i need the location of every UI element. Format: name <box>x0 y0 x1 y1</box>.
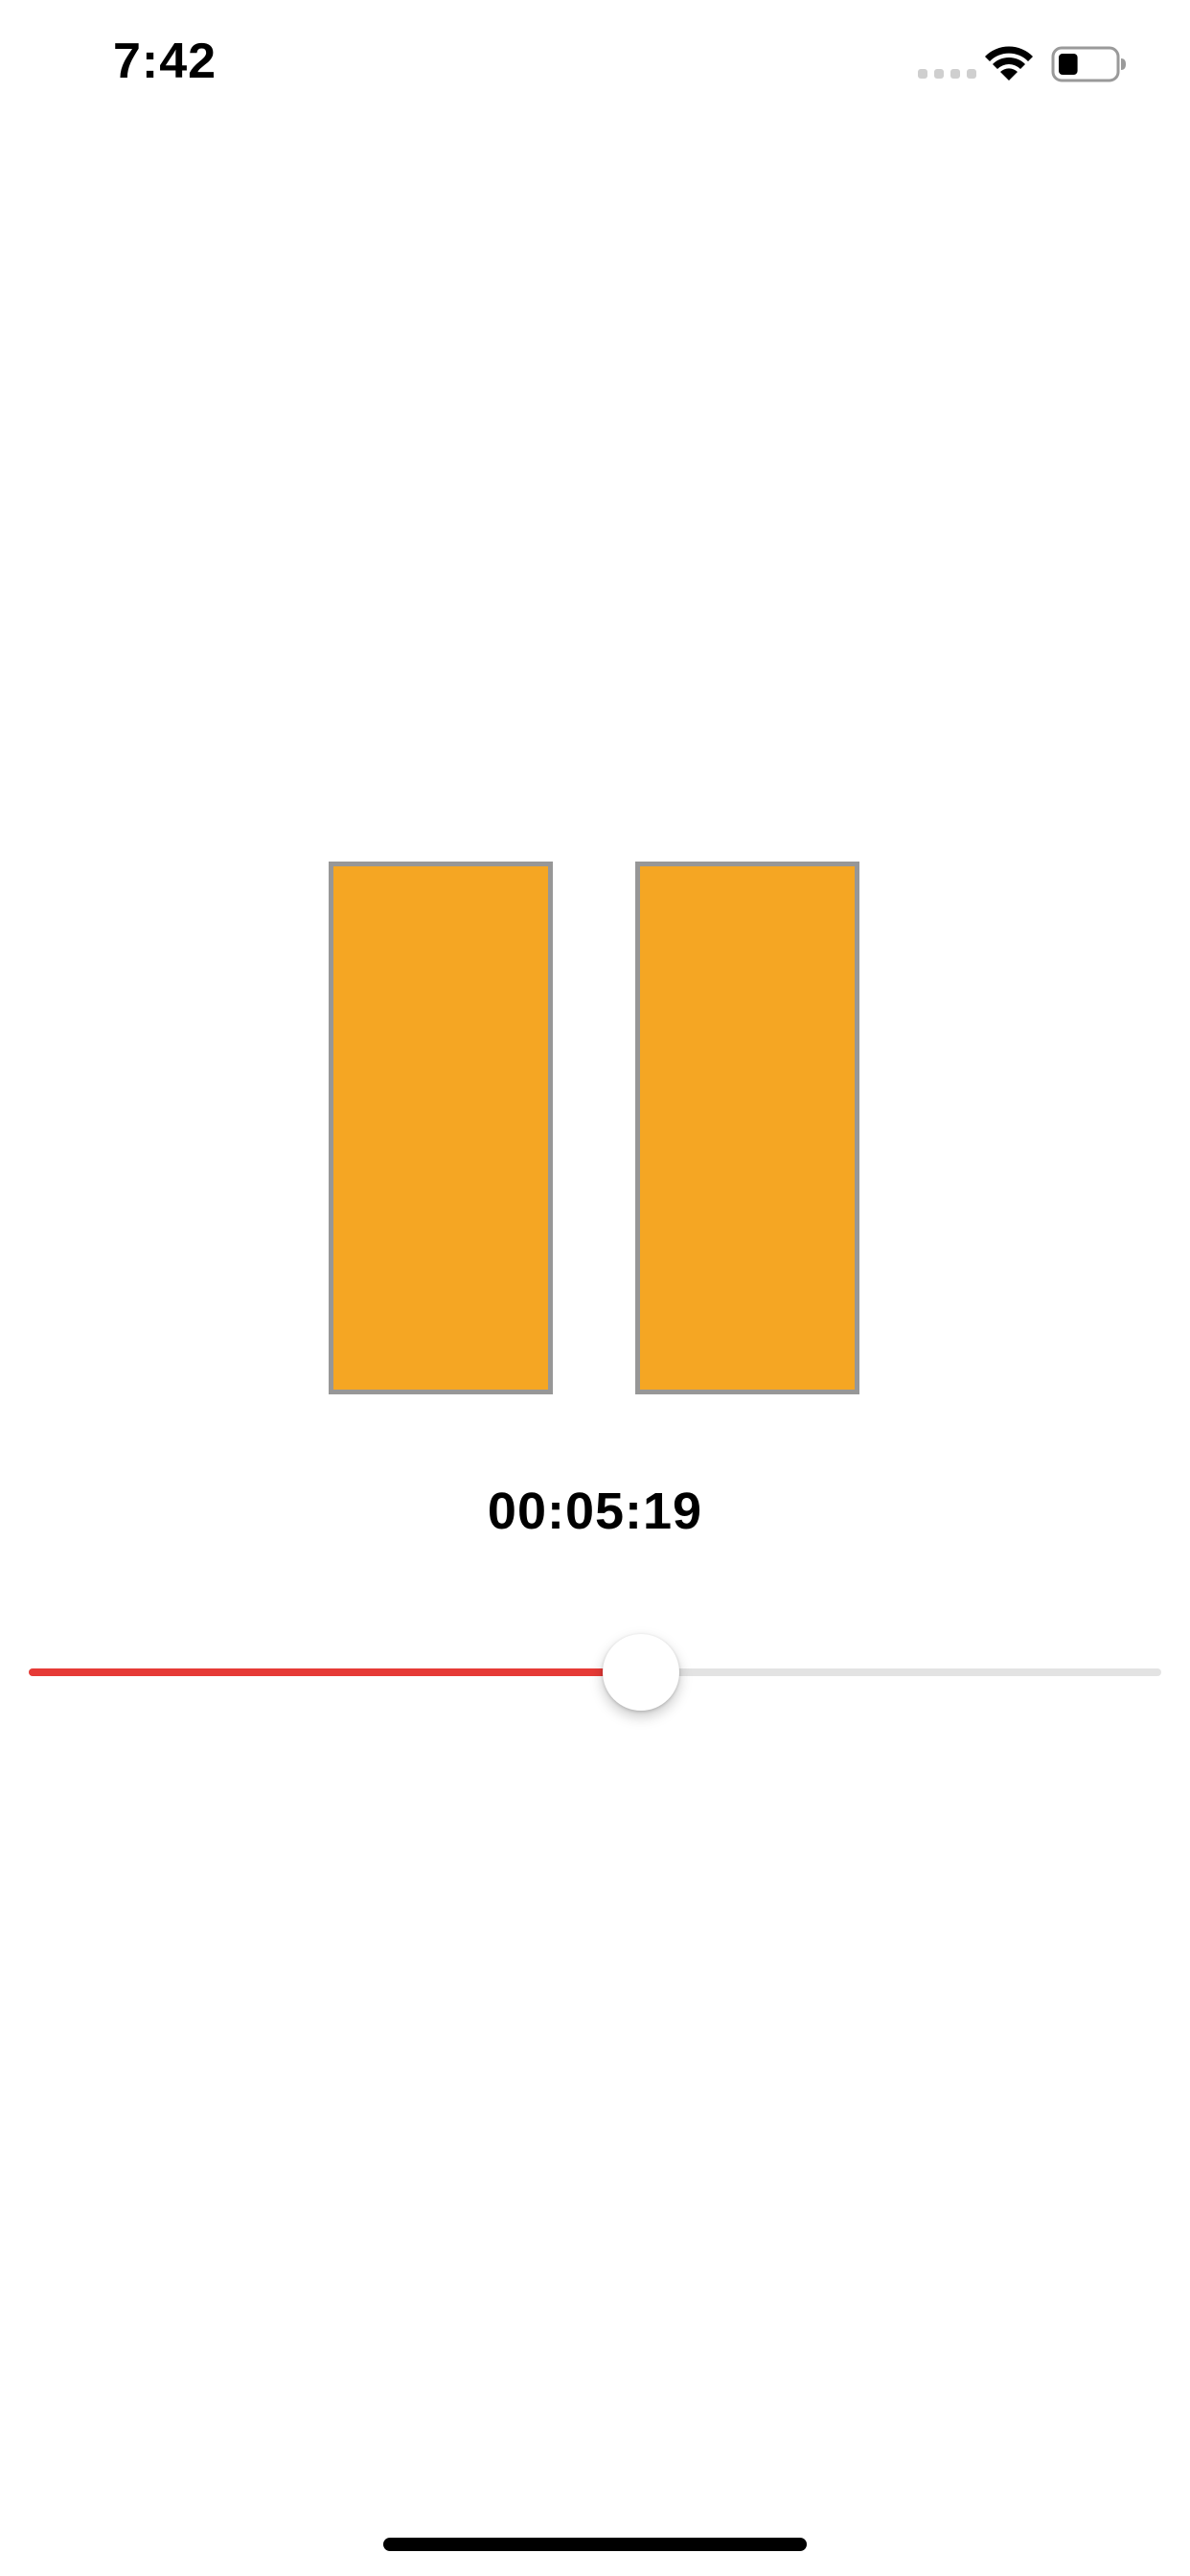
battery-icon <box>1051 46 1126 82</box>
pause-icon-left-bar <box>329 862 553 1394</box>
home-indicator[interactable] <box>383 2538 807 2551</box>
slider-thumb[interactable] <box>603 1634 680 1711</box>
signal-dots-icon <box>918 69 976 79</box>
wifi-icon <box>985 46 1033 80</box>
slider-progress-fill <box>29 1668 642 1676</box>
status-time: 7:42 <box>113 34 217 89</box>
progress-slider[interactable] <box>29 1629 1161 1715</box>
status-bar: 7:42 <box>0 0 1190 126</box>
pause-button[interactable] <box>329 862 861 1394</box>
pause-icon-right-bar <box>635 862 859 1394</box>
elapsed-time-label: 00:05:19 <box>487 1483 703 1540</box>
